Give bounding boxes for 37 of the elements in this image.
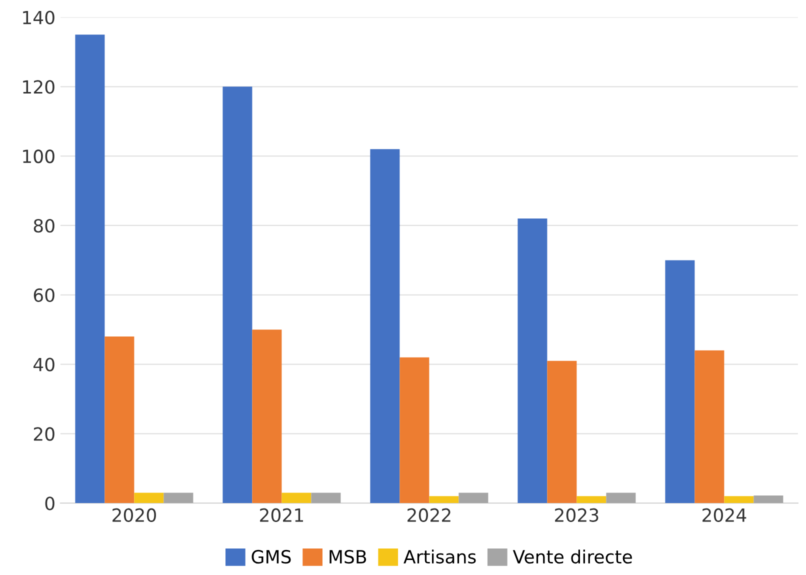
y-tick-label: 20 xyxy=(34,427,54,441)
bar xyxy=(134,492,164,504)
bar xyxy=(400,357,430,504)
bar xyxy=(518,218,548,504)
legend-label: Artisans xyxy=(404,550,476,564)
bar xyxy=(75,34,105,504)
bar xyxy=(665,260,695,504)
y-tick-label: 80 xyxy=(34,218,54,233)
bar xyxy=(164,492,194,504)
bar xyxy=(576,496,606,504)
legend-label: Vente directe xyxy=(512,550,632,564)
y-tick-label: 100 xyxy=(23,150,54,164)
bar xyxy=(222,86,252,504)
x-tick-label: 2021 xyxy=(260,508,304,522)
y-tick-label: 120 xyxy=(23,80,54,94)
bar xyxy=(104,336,134,504)
bar xyxy=(311,492,341,504)
bar xyxy=(694,350,724,504)
bar xyxy=(370,149,400,504)
y-tick-label: 140 xyxy=(23,10,54,24)
bar xyxy=(458,492,488,504)
legend-label: MSB xyxy=(330,550,366,564)
bar xyxy=(724,496,754,504)
y-tick-label: 40 xyxy=(33,358,54,372)
x-tick-label: 2020 xyxy=(112,508,156,522)
bar xyxy=(252,330,282,504)
bar xyxy=(606,492,636,504)
bar xyxy=(282,492,312,504)
x-tick-label: 2024 xyxy=(702,508,746,522)
y-tick-label: 60 xyxy=(34,288,54,302)
x-tick-label: 2022 xyxy=(408,508,450,522)
bar xyxy=(754,495,784,504)
bar xyxy=(547,360,577,504)
x-tick-label: 2023 xyxy=(555,508,598,522)
bar xyxy=(429,496,459,504)
legend-label: GMS xyxy=(252,550,291,564)
y-tick-label: 0 xyxy=(45,496,54,510)
